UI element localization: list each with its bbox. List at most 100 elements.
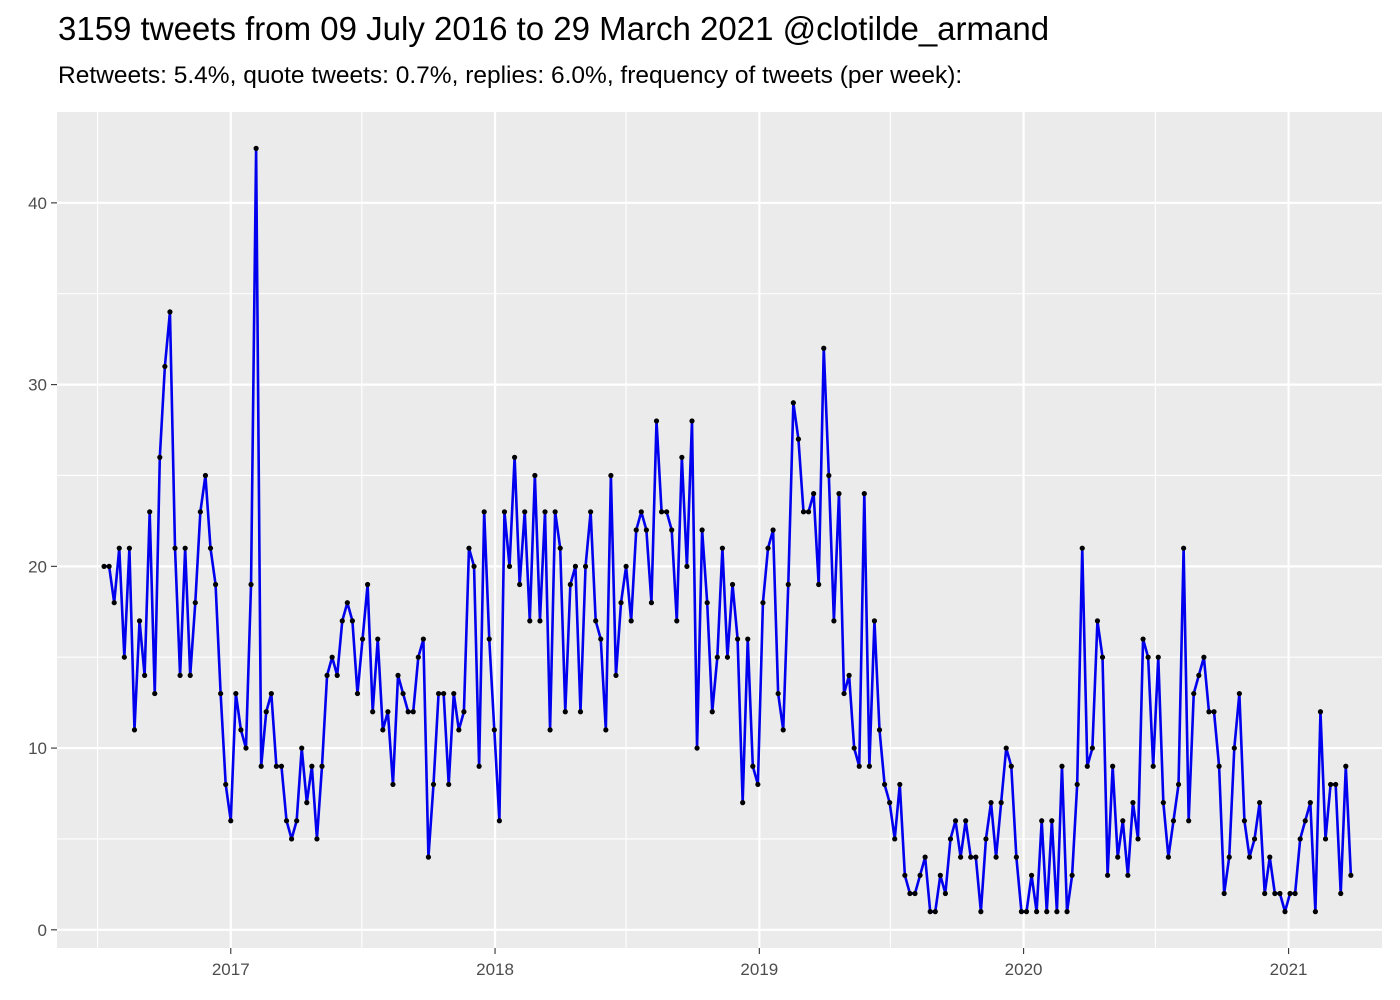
data-point — [1120, 818, 1126, 824]
data-point — [446, 781, 452, 788]
data-point — [1322, 836, 1329, 842]
data-point — [101, 563, 107, 569]
data-point — [871, 618, 878, 624]
data-point — [1216, 763, 1222, 769]
data-point — [562, 709, 568, 715]
data-point — [425, 854, 432, 860]
data-point — [157, 454, 163, 460]
y-tick-label: 0 — [38, 921, 47, 940]
data-point — [121, 654, 127, 660]
data-point — [354, 690, 361, 697]
data-point — [1251, 836, 1258, 842]
data-point — [451, 690, 457, 697]
data-point — [770, 527, 776, 533]
data-point — [958, 854, 964, 860]
data-point — [1241, 818, 1248, 824]
y-tick-label: 30 — [28, 376, 47, 395]
data-point — [1023, 909, 1030, 915]
data-point — [1054, 909, 1060, 915]
data-point — [552, 509, 558, 515]
data-point — [1079, 545, 1085, 551]
data-point — [947, 836, 954, 842]
data-point — [968, 854, 974, 860]
data-point — [299, 745, 305, 751]
data-point — [527, 618, 533, 624]
data-point — [273, 763, 279, 769]
data-point — [1307, 800, 1313, 806]
data-point — [1211, 709, 1217, 715]
data-point — [1074, 781, 1080, 788]
data-point — [182, 545, 188, 551]
data-point — [1246, 854, 1253, 860]
data-point — [613, 672, 619, 678]
data-point — [370, 709, 376, 715]
data-point — [1094, 618, 1101, 624]
data-point — [1130, 800, 1136, 806]
data-point — [233, 690, 239, 697]
data-point — [339, 618, 345, 624]
data-point — [841, 690, 847, 697]
data-point — [887, 800, 893, 806]
data-point — [532, 472, 538, 479]
data-point — [248, 581, 254, 588]
x-tick-label: 2020 — [1005, 960, 1043, 979]
data-point — [1312, 909, 1318, 915]
data-point — [669, 527, 675, 533]
data-point — [334, 672, 340, 678]
data-point — [136, 618, 143, 624]
data-point — [658, 509, 665, 515]
data-point — [400, 690, 406, 697]
data-point — [253, 145, 259, 151]
data-point — [1175, 781, 1182, 788]
data-point — [329, 654, 335, 660]
data-point — [496, 818, 502, 824]
data-point — [952, 818, 959, 824]
data-point — [684, 563, 690, 569]
data-point — [598, 636, 604, 642]
data-point — [963, 818, 969, 824]
data-point — [866, 763, 872, 769]
data-point — [643, 527, 649, 533]
data-point — [1084, 763, 1090, 769]
data-point — [116, 545, 122, 551]
data-point — [152, 690, 158, 697]
data-point — [1348, 872, 1354, 878]
data-point — [415, 654, 421, 660]
data-point — [1191, 690, 1197, 697]
data-point — [294, 818, 300, 824]
data-point — [1155, 654, 1161, 660]
data-point — [314, 836, 320, 842]
data-point — [1160, 800, 1166, 806]
data-point — [988, 800, 994, 806]
data-point — [1262, 890, 1268, 897]
data-point — [1003, 745, 1009, 751]
data-point — [851, 745, 857, 751]
data-point — [304, 800, 310, 806]
data-point — [466, 545, 472, 551]
data-point — [618, 600, 624, 606]
data-point — [1343, 763, 1349, 769]
data-point — [973, 854, 979, 860]
data-point — [1110, 763, 1116, 769]
data-point — [111, 600, 117, 606]
data-point — [572, 563, 579, 569]
data-point — [491, 727, 497, 733]
data-point — [775, 690, 781, 697]
data-point — [1115, 854, 1121, 860]
data-point — [648, 600, 655, 606]
data-point — [131, 727, 138, 733]
data-point — [557, 545, 563, 551]
data-point — [1150, 763, 1156, 769]
data-point — [724, 654, 731, 660]
data-point — [268, 690, 274, 697]
data-point — [876, 727, 883, 733]
data-point — [694, 745, 700, 751]
data-point — [1297, 836, 1303, 842]
data-point — [816, 581, 822, 588]
data-point — [263, 709, 269, 715]
data-point — [978, 909, 984, 915]
data-point — [1333, 781, 1339, 788]
data-point — [1059, 763, 1065, 769]
data-point — [430, 781, 437, 788]
data-point — [719, 545, 726, 551]
